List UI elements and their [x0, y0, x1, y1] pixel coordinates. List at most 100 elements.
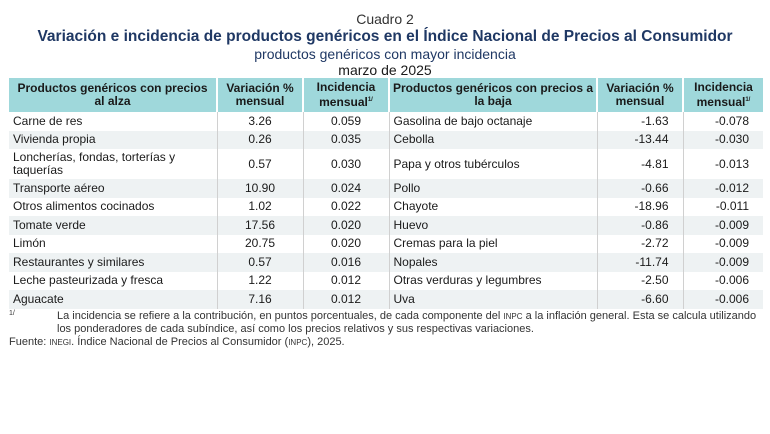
cell-down-variation: -18.96	[596, 197, 683, 216]
cell-down-incidence: -0.012	[682, 179, 763, 198]
table-row: Vivienda propia 0.26 0.035 Cebolla -13.44 -0.…	[9, 130, 763, 149]
header-up-product: Productos genéricos con precios al alza	[9, 78, 217, 112]
cell-up-incidence: 0.059	[302, 112, 389, 131]
cell-down-product: Uva	[388, 290, 597, 309]
cell-down-variation: -11.74	[596, 253, 683, 272]
table-body: Carne de res 3.26 0.059 Gasolina de bajo oc…	[9, 112, 763, 309]
cell-down-variation: -2.72	[596, 234, 683, 253]
cell-up-product: Limón	[13, 236, 46, 251]
footnote-1: 1/ La incidencia se refiere a la contrib…	[9, 310, 770, 336]
table-row: Leche pasteurizada y fresca 1.22 0.012 Otra…	[9, 271, 763, 290]
header-down-incidence: Incidencia mensual1/	[682, 78, 763, 112]
header-up-product-label: Productos genéricos con precios al alza	[17, 81, 208, 108]
cell-up-variation: 10.90	[216, 179, 303, 198]
cell-up-product: Transporte aéreo	[9, 179, 217, 198]
table-notes: 1/ La incidencia se refiere a la contrib…	[9, 310, 770, 350]
cell-up-product: Loncherías, fondas, torterías y taquería…	[13, 150, 176, 177]
cell-down-variation: -6.60	[596, 290, 683, 309]
cell-up-incidence: 0.020	[302, 234, 389, 253]
cell-down-incidence: -0.006	[682, 271, 763, 290]
cell-up-product: Vivienda propia	[9, 130, 217, 149]
footnote-1-mark: 1/	[9, 309, 15, 317]
cell-up-product: Leche pasteurizada y fresca	[13, 273, 164, 288]
cell-up-incidence: 0.020	[302, 216, 389, 235]
cell-up-incidence: 0.012	[302, 290, 389, 309]
header-down-product-label: Productos genéricos con precios a la baj…	[392, 81, 594, 108]
cell-up-variation: 17.56	[216, 216, 303, 235]
cell-up-product: Otros alimentos cocinados	[13, 199, 155, 214]
cell-down-variation: -2.50	[596, 271, 683, 290]
header-down-product: Productos genéricos con precios a la baj…	[388, 78, 597, 112]
cell-down-product: Pollo	[388, 179, 597, 198]
footnote-1-text-b: a la inflación general. Esta se calcula …	[57, 309, 757, 336]
table-row: Aguacate 7.16 0.012 Uva -6.60 -0.006	[9, 290, 763, 309]
table-row: Loncherías, fondas, torterías y taquería…	[9, 149, 763, 179]
cell-up-incidence: 0.022	[302, 197, 389, 216]
table-header-row: Productos genéricos con precios al alza …	[9, 78, 763, 112]
header-down-incidence-label: Incidencia mensual	[694, 80, 753, 109]
table-row: Restaurantes y similares 0.57 0.016 Nopales…	[9, 253, 763, 272]
cell-down-incidence: -0.009	[682, 216, 763, 235]
cell-down-variation: -0.66	[596, 179, 683, 198]
cell-down-variation: -4.81	[596, 149, 683, 179]
table-number: Cuadro 2	[356, 11, 414, 27]
footnote-mark: 1/	[745, 97, 751, 103]
cell-up-incidence: 0.012	[302, 271, 389, 290]
table-row: Tomate verde 17.56 0.020 Huevo -0.86 -0.009	[9, 216, 763, 235]
cell-down-incidence: -0.078	[682, 112, 763, 131]
source-inegi: INEGI	[49, 337, 72, 347]
cell-down-product: Papa y otros tubérculos	[388, 149, 597, 179]
cell-up-incidence: 0.016	[302, 253, 389, 272]
cell-down-product: Chayote	[388, 197, 597, 216]
footnote-1-inpc: INPC	[503, 311, 523, 321]
table-row: Carne de res 3.26 0.059 Gasolina de bajo oc…	[9, 112, 763, 131]
table-subtitle: productos genéricos con mayor incidencia	[254, 46, 516, 62]
cell-down-incidence: -0.030	[682, 130, 763, 149]
cell-down-incidence: -0.009	[682, 253, 763, 272]
cell-down-product: Otras verduras y legumbres	[388, 271, 597, 290]
table-title: Variación e incidencia de productos gené…	[37, 28, 733, 45]
header-up-variation: Variación % mensual	[216, 78, 303, 112]
cell-down-product: Huevo	[388, 216, 597, 235]
footnote-1-text-a: La incidencia se refiere a la contribuci…	[57, 309, 504, 322]
cell-up-incidence: 0.030	[302, 149, 389, 179]
cell-up-incidence: 0.035	[302, 130, 389, 149]
table-row: Transporte aéreo 10.90 0.024 Pollo -0.66 -0.0…	[9, 179, 763, 198]
cell-down-product: Cebolla	[388, 130, 597, 149]
incidence-table: Productos genéricos con precios al alza …	[9, 78, 763, 309]
source-text-b: . Índice Nacional de Precios al Consumid…	[71, 335, 289, 348]
cell-up-product: Carne de res	[13, 113, 83, 128]
cell-down-variation: -13.44	[596, 130, 683, 149]
cell-down-variation: -0.86	[596, 216, 683, 235]
cell-up-variation: 0.57	[216, 253, 303, 272]
cell-down-variation: -1.63	[596, 112, 683, 131]
header-up-variation-label: Variación % mensual	[226, 81, 294, 108]
cell-down-incidence: -0.009	[682, 234, 763, 253]
cell-up-variation: 1.22	[216, 271, 303, 290]
cell-down-product: Nopales	[388, 253, 597, 272]
cell-down-product: Gasolina de bajo octanaje	[388, 112, 597, 131]
cell-up-variation: 3.26	[216, 112, 303, 131]
source-note: Fuente: INEGI. Índice Nacional de Precio…	[9, 336, 770, 350]
cell-up-variation: 7.16	[216, 290, 303, 309]
table-row: Otros alimentos cocinados 1.02 0.022 Chayot…	[9, 197, 763, 216]
header-down-variation: Variación % mensual	[596, 78, 683, 112]
cell-up-variation: 1.02	[216, 197, 303, 216]
source-inpc: INPC	[288, 337, 308, 347]
source-label: Fuente:	[9, 335, 50, 348]
cell-up-product: Aguacate	[9, 290, 217, 309]
header-down-variation-label: Variación % mensual	[606, 81, 674, 108]
table-date: marzo de 2025	[338, 62, 432, 78]
footnote-mark: 1/	[367, 97, 373, 103]
header-up-incidence-label: Incidencia mensual	[316, 80, 376, 109]
cell-up-variation: 0.57	[216, 149, 303, 179]
cell-down-incidence: -0.011	[682, 197, 763, 216]
cell-up-variation: 20.75	[216, 234, 303, 253]
cell-down-incidence: -0.013	[682, 149, 763, 179]
cell-down-incidence: -0.006	[682, 290, 763, 309]
cell-up-product: Tomate verde	[9, 216, 217, 235]
table-caption: Cuadro 2 Variación e incidencia de produ…	[0, 11, 770, 78]
cell-down-product: Cremas para la piel	[388, 234, 597, 253]
cell-up-product: Restaurantes y similares	[9, 253, 217, 272]
cell-up-variation: 0.26	[216, 130, 303, 149]
